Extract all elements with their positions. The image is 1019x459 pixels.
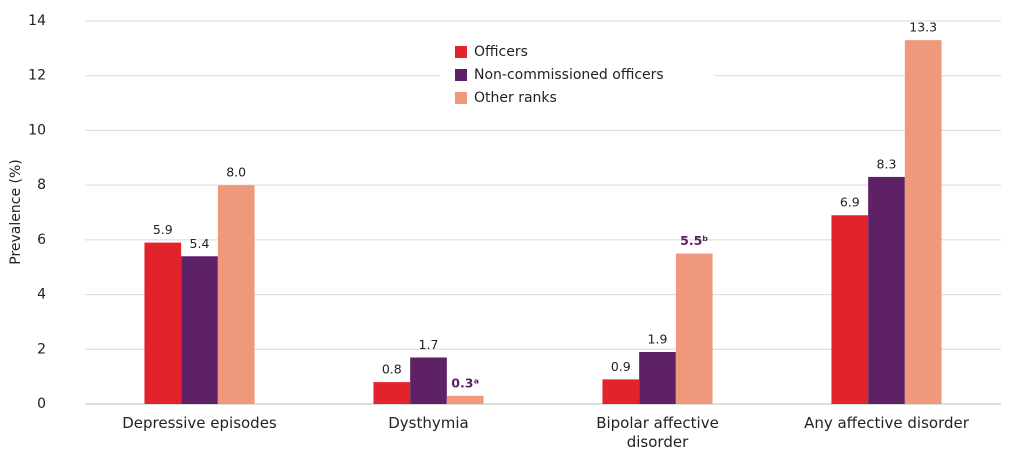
x-tick-label: Any affective disorder (804, 414, 969, 432)
value-label: 1.7 (419, 337, 439, 352)
value-label: 5.4 (190, 236, 210, 251)
bar (602, 379, 640, 404)
value-label: 1.9 (648, 332, 668, 347)
value-label: 0.9 (611, 359, 631, 374)
value-label: 5.5ᵇ (680, 233, 708, 248)
value-label: 13.3 (909, 20, 937, 35)
value-label: 5.9 (153, 222, 173, 237)
bar (831, 215, 869, 404)
y-tick-label: 6 (37, 232, 46, 248)
value-label: 6.9 (840, 195, 860, 210)
y-axis-label: Prevalence (%) (8, 159, 24, 265)
legend-label: Other ranks (474, 90, 557, 106)
value-label: 0.3ᵃ (451, 375, 479, 390)
bar (181, 256, 218, 404)
y-tick-label: 8 (37, 177, 46, 193)
legend-label: Non-commissioned officers (474, 67, 664, 83)
bar (639, 352, 676, 404)
x-tick-label: Bipolar affective disorder (596, 414, 719, 451)
bar (904, 40, 942, 405)
bar (868, 176, 905, 404)
bar (410, 357, 447, 404)
bar (446, 395, 484, 404)
bar (373, 382, 411, 404)
y-tick-label: 10 (28, 122, 46, 138)
x-tick-label: Dysthymia (388, 414, 469, 432)
bar (675, 253, 713, 404)
legend-swatch (455, 92, 467, 104)
legend-swatch (455, 69, 467, 81)
value-label: 0.8 (382, 362, 402, 377)
x-tick-label: Depressive episodes (122, 414, 277, 432)
legend-swatch (455, 46, 467, 58)
y-tick-label: 0 (37, 396, 46, 412)
y-tick-label: 12 (28, 68, 46, 84)
y-tick-label: 14 (28, 13, 46, 29)
value-label: 8.3 (877, 156, 897, 171)
y-tick-label: 4 (37, 287, 46, 303)
legend: Officers Non-commissioned officers Other r… (440, 38, 715, 114)
legend-background (440, 38, 715, 114)
bar (217, 185, 255, 404)
y-tick-label: 2 (37, 341, 46, 357)
value-label: 8.0 (226, 165, 246, 180)
legend-label: Officers (474, 44, 528, 60)
bar (144, 242, 182, 404)
